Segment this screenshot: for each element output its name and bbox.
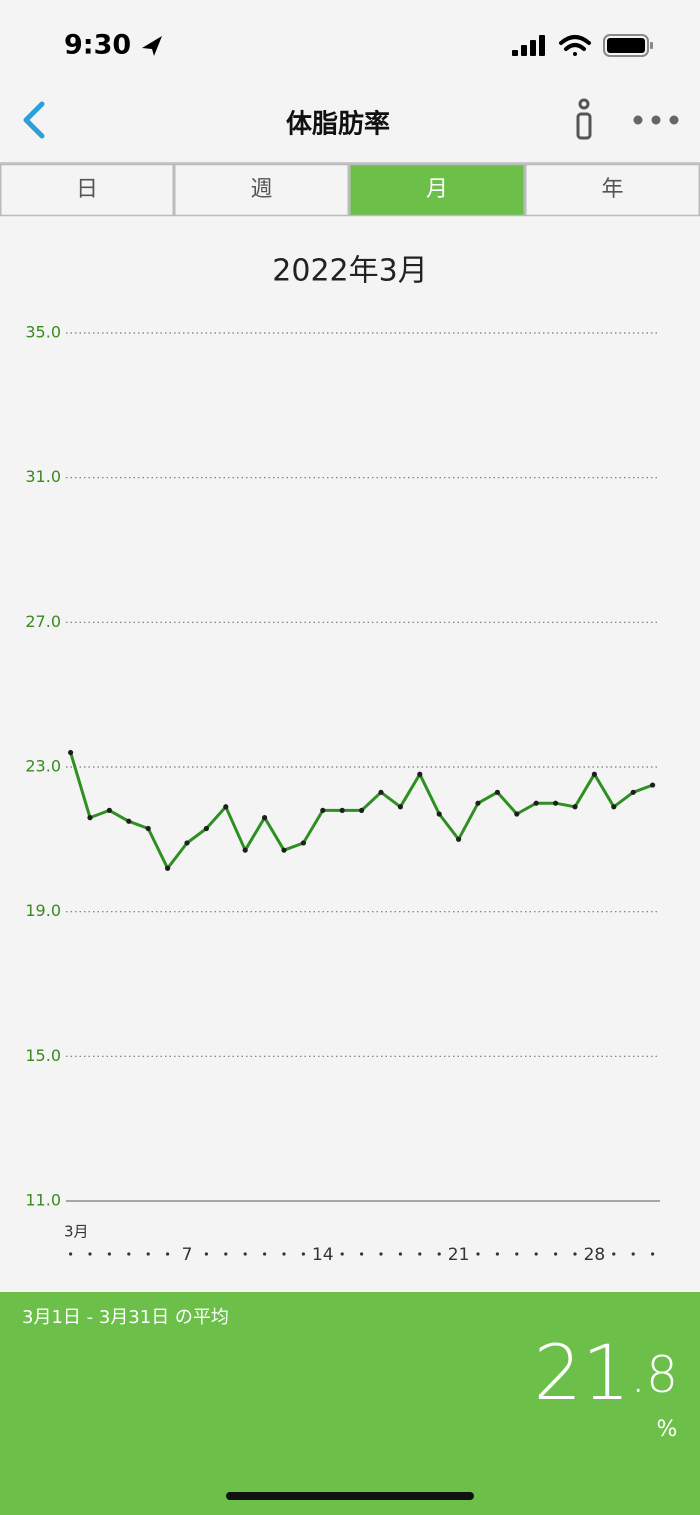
data-point	[553, 800, 559, 806]
x-tick-dot	[224, 1252, 228, 1256]
data-point	[126, 818, 132, 824]
data-point	[87, 815, 93, 821]
y-tick-label: 19.0	[25, 901, 61, 920]
info-button[interactable]	[576, 98, 592, 140]
x-tick-label: 21	[448, 1245, 470, 1265]
x-axis-month: 3月	[64, 1223, 89, 1241]
data-point	[591, 771, 598, 777]
data-point	[514, 811, 520, 817]
tab[interactable]	[0, 163, 174, 217]
data-point	[630, 789, 636, 795]
data-point	[223, 804, 229, 810]
x-tick-dot	[418, 1252, 422, 1256]
period-title: 2022年3月	[272, 254, 427, 289]
data-point	[436, 811, 442, 817]
chart: 11.0 15.0 19.0 23.0 27.0 31.0 35.0 3月 7 14 21 28	[25, 323, 660, 1265]
home-indicator	[226, 1492, 474, 1500]
y-tick-label: 15.0	[25, 1046, 61, 1065]
x-tick-dot	[263, 1252, 267, 1256]
x-tick-dot	[534, 1252, 538, 1256]
signal-icon	[512, 35, 545, 56]
x-tick-dot	[651, 1252, 655, 1256]
summary-unit: %	[657, 1417, 678, 1442]
tab-label: 週	[250, 177, 272, 202]
wifi-icon	[559, 35, 591, 56]
location-icon	[142, 36, 162, 56]
data-point	[650, 782, 656, 788]
data-point	[572, 804, 578, 810]
data-point	[165, 865, 171, 871]
x-tick-dot	[573, 1252, 577, 1256]
x-tick-dot	[107, 1252, 111, 1256]
data-point	[281, 847, 287, 853]
x-tick-dot	[612, 1252, 616, 1256]
data-point	[339, 807, 345, 814]
more-button[interactable]	[633, 115, 679, 125]
x-tick-label: 7	[182, 1245, 193, 1265]
y-tick-label: 27.0	[25, 612, 61, 631]
data-point	[184, 840, 190, 846]
x-tick-dot	[166, 1252, 170, 1256]
back-button[interactable]	[23, 101, 45, 139]
tab-label: 年	[601, 177, 623, 202]
data-point	[300, 840, 306, 846]
data-point	[68, 749, 74, 756]
tab[interactable]	[349, 163, 525, 217]
summary-integer: 21	[534, 1328, 631, 1417]
summary-value: 21.8	[534, 1328, 678, 1417]
tab-bar: 日週月年	[0, 163, 700, 217]
status-time: 9:30	[64, 30, 131, 61]
x-tick-dot	[146, 1252, 150, 1256]
data-point	[494, 789, 500, 795]
x-tick-label: 28	[584, 1245, 606, 1265]
data-point	[203, 825, 209, 832]
x-tick-dot	[495, 1252, 499, 1256]
y-tick-label: 31.0	[25, 467, 61, 486]
tab-label: 月	[426, 177, 448, 202]
x-tick-dot	[360, 1252, 364, 1256]
x-tick-dot	[340, 1252, 344, 1256]
y-tick-label: 23.0	[25, 757, 61, 776]
x-tick-dot	[243, 1252, 247, 1256]
x-tick-dot	[398, 1252, 402, 1256]
x-tick-dot	[476, 1252, 480, 1256]
x-tick-dot	[379, 1252, 383, 1256]
tab-label: 日	[76, 177, 98, 202]
x-tick-label: 14	[312, 1245, 334, 1265]
data-point	[262, 815, 268, 821]
data-point	[475, 800, 481, 806]
data-point	[417, 771, 423, 777]
x-tick-dot	[515, 1252, 519, 1256]
screen-title: 体脂肪率	[286, 109, 390, 140]
data-point	[378, 789, 384, 795]
summary-decimal: .8	[630, 1346, 678, 1404]
x-tick-dot	[282, 1252, 286, 1256]
tab[interactable]	[174, 163, 349, 217]
y-tick-label: 11.0	[25, 1191, 61, 1210]
data-point	[611, 804, 617, 810]
x-tick-dot	[69, 1252, 73, 1256]
x-tick-dot	[554, 1252, 558, 1256]
data-point	[456, 836, 462, 842]
data-point	[359, 807, 365, 814]
data-point	[320, 807, 326, 814]
tab[interactable]	[525, 163, 700, 217]
x-tick-dot	[631, 1252, 635, 1256]
battery-icon	[603, 34, 653, 57]
x-tick-dot	[88, 1252, 92, 1256]
x-tick-dot	[301, 1252, 305, 1256]
summary-label: 3月1日 - 3月31日 の平均	[22, 1307, 229, 1328]
data-point	[242, 847, 248, 853]
data-point	[145, 825, 151, 832]
data-point	[106, 807, 112, 814]
x-tick-dot	[127, 1252, 131, 1256]
data-point	[533, 800, 539, 806]
summary-panel	[0, 1292, 700, 1515]
x-tick-dot	[437, 1252, 441, 1256]
data-point	[397, 804, 403, 810]
y-tick-label: 35.0	[25, 323, 61, 342]
x-tick-dot	[204, 1252, 208, 1256]
